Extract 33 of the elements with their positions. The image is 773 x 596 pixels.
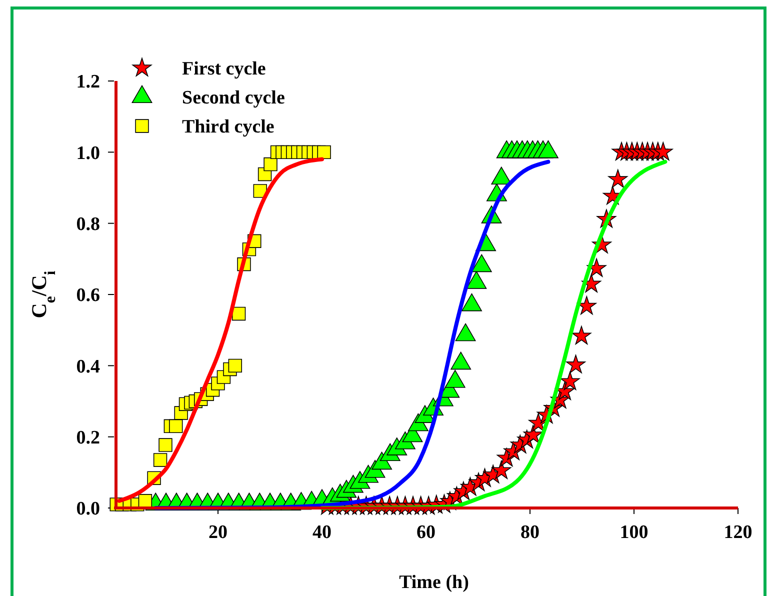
- x-tick-label: 100: [620, 522, 648, 543]
- y-tick-label: 0.4: [76, 356, 100, 378]
- x-tick-label: 20: [208, 522, 228, 543]
- point: [232, 306, 246, 321]
- x-tick-label: 80: [520, 522, 540, 543]
- point: [264, 157, 278, 172]
- point: [153, 453, 168, 467]
- point: [608, 169, 628, 188]
- y-tick-label: 1.0: [76, 142, 100, 164]
- point: [653, 142, 673, 160]
- x-axis-title: Time (h): [399, 572, 469, 593]
- y-tick-label: 0.6: [76, 285, 100, 306]
- point: [572, 326, 592, 344]
- x-tick-label: 40: [312, 522, 332, 543]
- point: [492, 460, 512, 479]
- point: [138, 494, 152, 508]
- legend-label: Third cycle: [182, 116, 274, 138]
- point: [158, 438, 172, 452]
- x-tick-label: 60: [416, 522, 436, 543]
- x-tick-label: 120: [724, 522, 752, 543]
- y-tick-label: 0.8: [76, 214, 100, 235]
- y-tick-label: 0.0: [76, 498, 100, 520]
- legend-label: First cycle: [182, 58, 266, 80]
- point: [523, 424, 543, 444]
- point: [169, 419, 183, 434]
- y-tick-label: 1.2: [76, 72, 100, 93]
- y-tick-label: 0.2: [76, 427, 100, 448]
- legend-label: Second cycle: [182, 88, 285, 109]
- point: [317, 145, 331, 160]
- point: [560, 371, 580, 390]
- point: [566, 354, 586, 374]
- point: [586, 258, 606, 277]
- point: [228, 358, 242, 373]
